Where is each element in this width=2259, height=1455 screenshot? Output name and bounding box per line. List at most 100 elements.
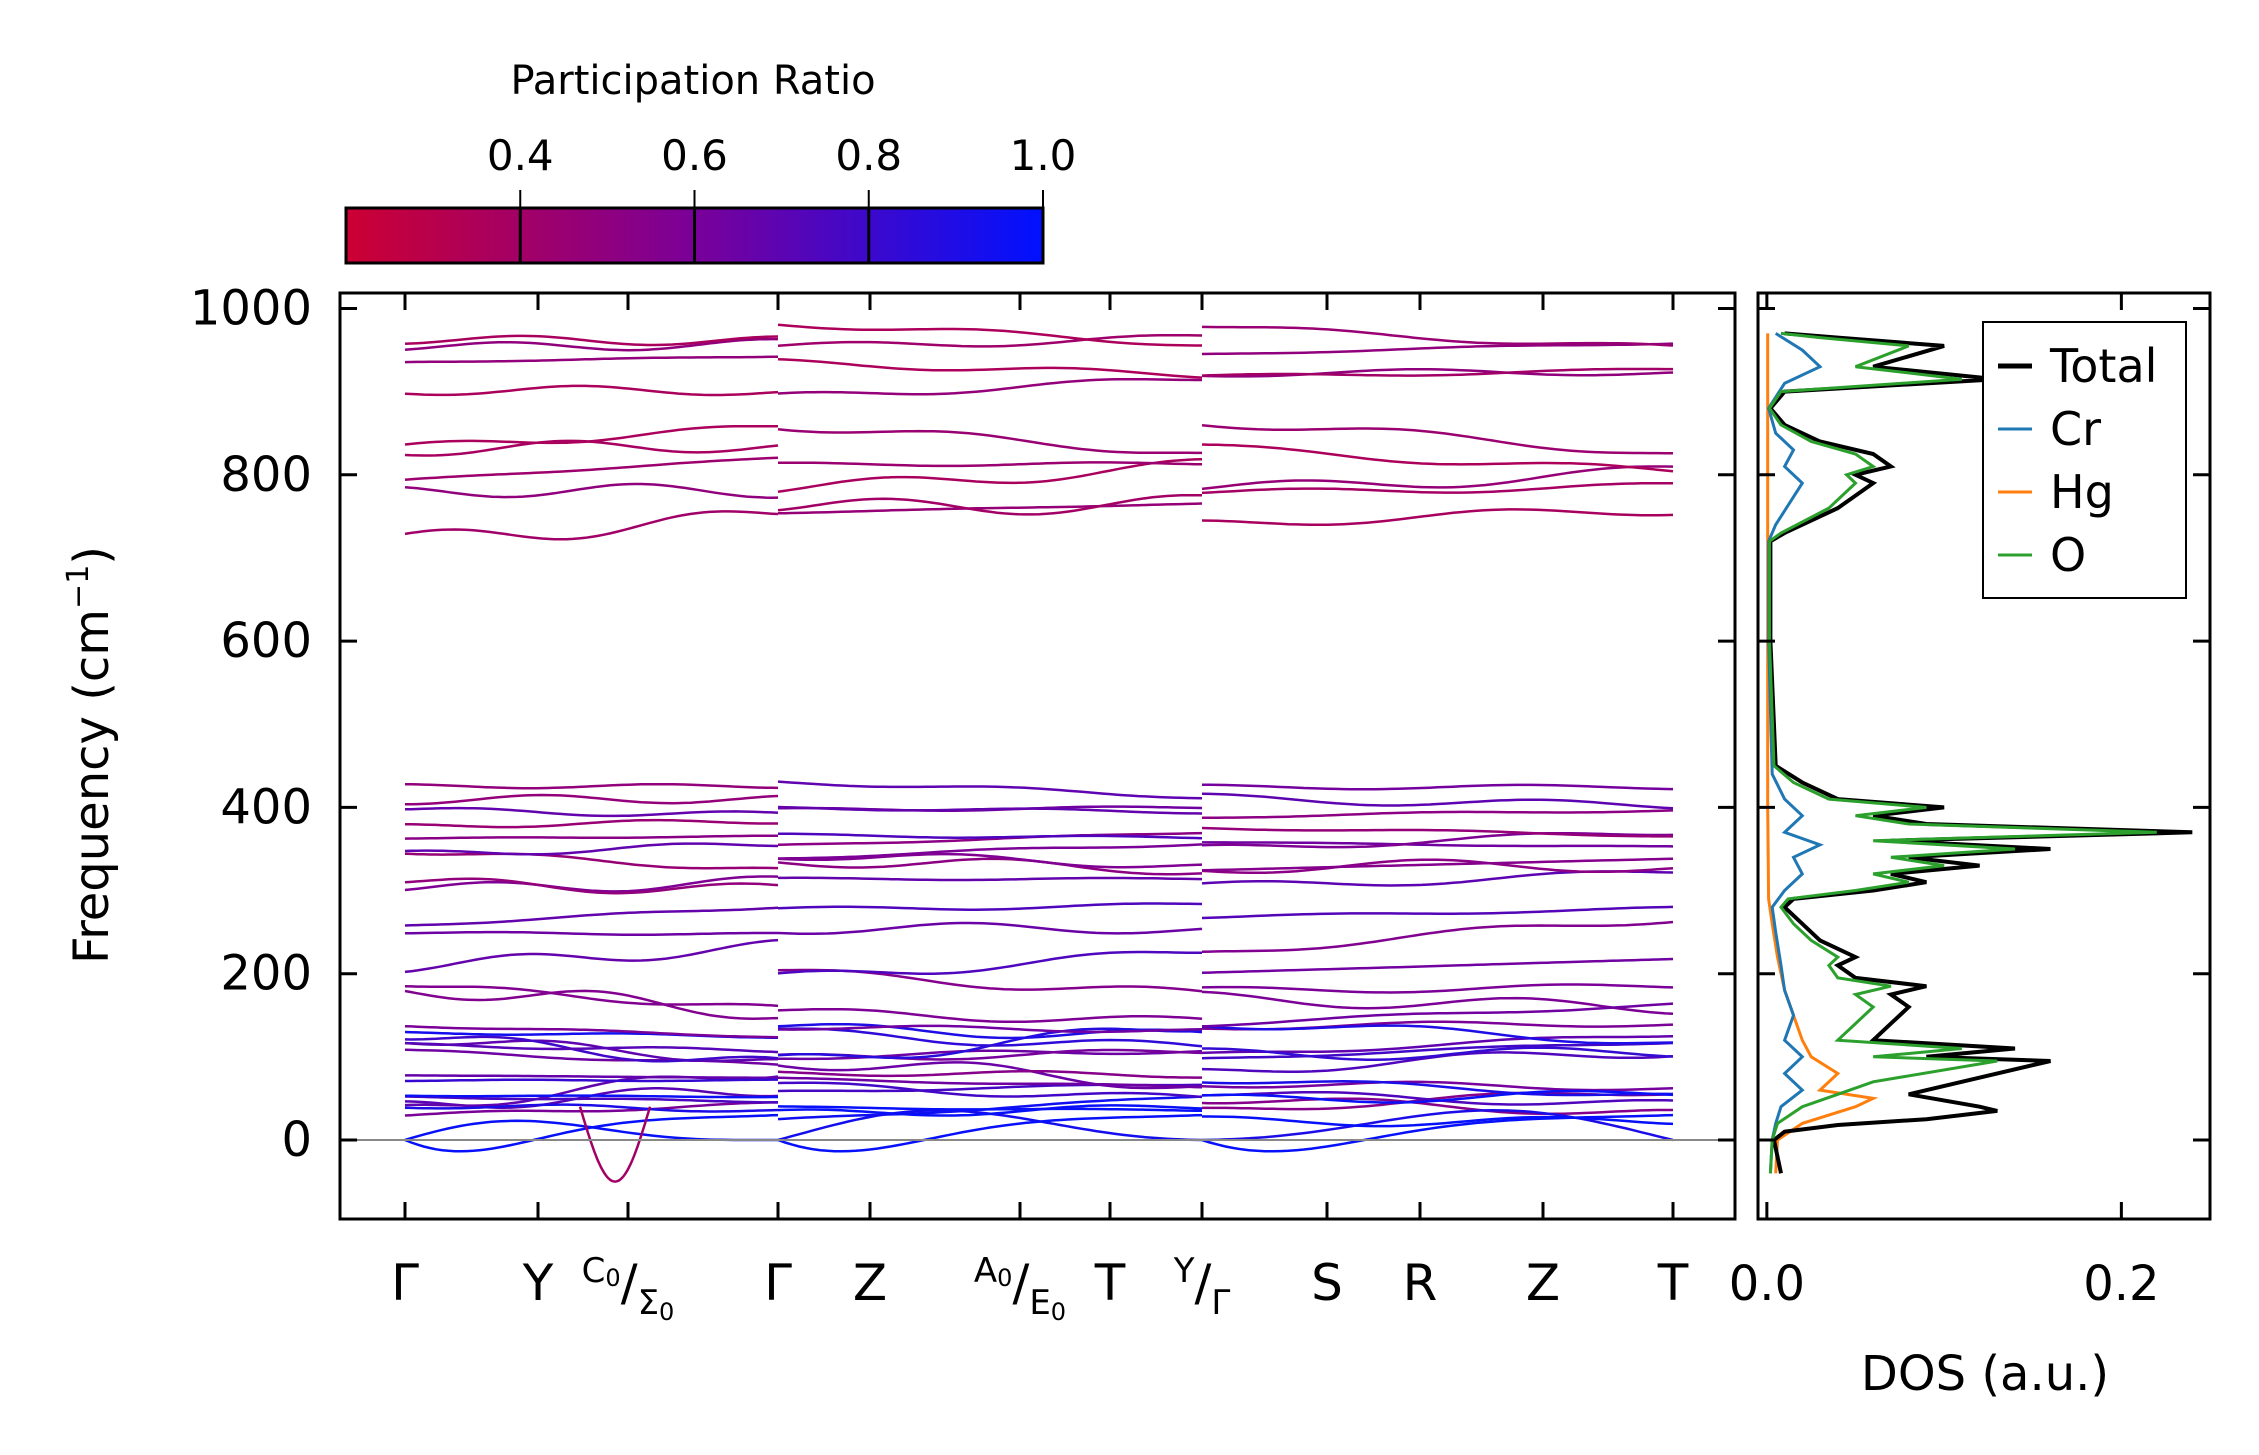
dos-x-tick-label: 0.2 <box>2083 1256 2159 1312</box>
phonon-band <box>778 1024 1203 1034</box>
y-tick-label: 1000 <box>190 281 312 337</box>
y-axis-label: Frequency (cm−1) <box>61 546 120 964</box>
phonon-band <box>404 456 779 481</box>
phonon-band <box>777 968 1203 993</box>
phonon-band <box>404 384 779 397</box>
phonon-band <box>404 1035 779 1063</box>
phonon-band <box>1202 1046 1674 1061</box>
dos-axes-frame <box>1756 291 2212 1221</box>
phonon-band <box>1201 1041 1674 1060</box>
colorbar-tick-label: 0.8 <box>835 131 902 180</box>
phonon-band <box>777 428 1202 455</box>
phonon-band <box>404 1103 779 1113</box>
phonon-band <box>404 818 778 829</box>
phonon-band <box>404 806 779 818</box>
phonon-band <box>777 457 1203 493</box>
legend-label-hg: Hg <box>2050 465 2114 519</box>
bands-group <box>404 323 1674 1183</box>
phonon-band <box>404 985 779 1008</box>
phonon-band <box>404 930 778 936</box>
phonon-band <box>777 805 1203 815</box>
y-tick-label: 200 <box>220 946 312 1002</box>
colorbar-tick-label: 0.4 <box>487 131 554 180</box>
phonon-band <box>405 782 779 790</box>
phonon-band <box>1201 443 1674 473</box>
phonon-band <box>404 334 779 347</box>
phonon-band <box>777 950 1202 975</box>
kpoint-y-1: Y <box>522 1254 554 1312</box>
phonon-band <box>1202 809 1674 819</box>
acoustic-band <box>777 1113 1203 1153</box>
phonon-band <box>1201 508 1674 527</box>
phonon-band <box>404 1119 778 1142</box>
y-tick-label: 400 <box>220 779 312 835</box>
phonon-band <box>405 1078 778 1083</box>
phonon-band <box>1201 1097 1673 1116</box>
dos-line-hg <box>1766 333 1879 1174</box>
kpoint-c0-sigma0: C0/Σ0 <box>582 1251 675 1326</box>
acoustic-band <box>1201 1113 1674 1153</box>
phonon-band <box>404 834 778 840</box>
phonon-band <box>1201 1034 1674 1055</box>
phonon-band <box>1201 1089 1674 1104</box>
phonon-band <box>777 1069 1202 1079</box>
y-tick-label: 600 <box>220 613 312 669</box>
phonon-band <box>1201 957 1674 975</box>
phonon-band <box>777 1022 1203 1040</box>
phonon-band <box>777 780 1203 800</box>
phonon-band <box>1201 342 1674 356</box>
phonon-band <box>1201 1109 1674 1142</box>
phonon-band <box>777 1049 1203 1061</box>
legend-label-cr: Cr <box>2050 402 2101 456</box>
phonon-band <box>777 831 1203 847</box>
phonon-band <box>404 1041 779 1054</box>
kpoint-z-1: Z <box>853 1254 887 1312</box>
phonon-band <box>778 461 1203 468</box>
phonon-band <box>404 877 779 895</box>
phonon-band <box>777 493 1203 516</box>
phonon-band <box>777 1007 1203 1024</box>
phonon-band <box>404 337 778 352</box>
phonon-band <box>1201 826 1673 838</box>
phonon-band <box>1201 831 1674 849</box>
phonon-band <box>1201 905 1674 920</box>
phonon-band <box>1201 783 1674 791</box>
kpoint-y-gamma: Y/Γ <box>1173 1251 1231 1323</box>
phonon-band <box>404 793 779 806</box>
kpoint-t-2: T <box>1657 1254 1689 1312</box>
phonon-band <box>777 1076 1203 1089</box>
phonon-band <box>777 333 1203 348</box>
kpoint-gamma-1: Γ <box>391 1254 419 1312</box>
phonon-band <box>404 439 779 457</box>
kpoint-t-1: T <box>1094 1254 1126 1312</box>
phonon-band <box>1201 367 1674 378</box>
phonon-band <box>777 921 1203 935</box>
phonon-band <box>404 1095 779 1104</box>
phonon-band <box>404 510 779 541</box>
phonon-band <box>777 852 1203 869</box>
phonon-band <box>777 843 1203 860</box>
legend-box <box>1982 321 2187 599</box>
phonon-band <box>1201 858 1674 875</box>
dos-legend: Total Cr Hg O <box>1982 321 2187 599</box>
phonon-band <box>1201 857 1674 872</box>
phonon-band <box>777 1061 1203 1090</box>
colorbar-label: Participation Ratio <box>510 58 875 104</box>
phonon-band <box>1201 367 1673 377</box>
legend-label-total: Total <box>2049 339 2157 393</box>
phonon-band <box>404 989 779 1020</box>
phonon-band <box>405 1094 778 1099</box>
dos-panel: 0.0 0.2 DOS (a.u.) Total Cr Hg O <box>1729 291 2212 1402</box>
phonon-band <box>777 1081 1203 1099</box>
phonon-band <box>404 1039 779 1063</box>
colorbar: Participation Ratio 0.4 0.6 0.8 1.0 <box>344 58 1076 265</box>
dos-line-cr <box>1766 332 1824 1174</box>
phonon-band <box>405 1074 778 1080</box>
phonon-band <box>1201 1002 1674 1028</box>
phonon-band <box>404 842 779 856</box>
phonon-band <box>777 1105 1203 1113</box>
legend-label-o: O <box>2050 528 2086 582</box>
phonon-band <box>1201 1024 1674 1045</box>
phonon-band <box>777 377 1202 396</box>
